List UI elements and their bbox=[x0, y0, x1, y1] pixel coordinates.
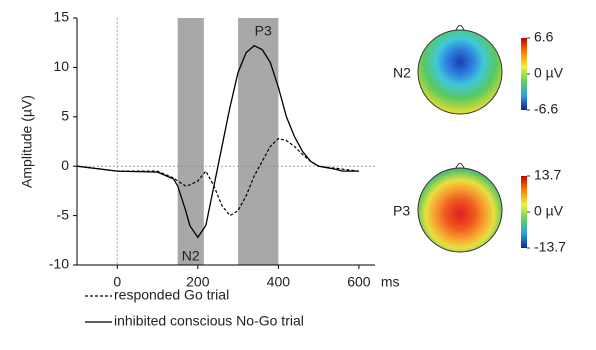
y-tick-label: -10 bbox=[49, 256, 69, 272]
topomap-label: P3 bbox=[393, 203, 410, 219]
y-tick-label: 5 bbox=[61, 108, 69, 124]
topomap bbox=[417, 167, 503, 253]
colorbar bbox=[521, 176, 527, 248]
colorbar-label: -6.6 bbox=[534, 101, 558, 117]
y-tick-label: -5 bbox=[57, 206, 70, 222]
series-line bbox=[76, 137, 359, 217]
topomap bbox=[417, 29, 503, 115]
colorbar-label: 0 µV bbox=[534, 203, 564, 219]
nose bbox=[455, 25, 465, 31]
x-tick-label: 0 bbox=[113, 274, 121, 290]
x-tick-label: 200 bbox=[186, 274, 210, 290]
x-axis-label: ms bbox=[381, 274, 400, 290]
colorbar bbox=[521, 38, 527, 110]
window bbox=[177, 18, 204, 265]
y-axis-label: Amplitude (µV) bbox=[19, 95, 35, 188]
series-line bbox=[76, 44, 359, 239]
legend-label: inhibited conscious No-Go trial bbox=[114, 313, 304, 329]
window bbox=[238, 18, 279, 265]
window-label: N2 bbox=[182, 248, 200, 264]
colorbar-label: 6.6 bbox=[534, 29, 554, 45]
legend-label: responded Go trial bbox=[114, 287, 229, 303]
y-tick-label: 15 bbox=[53, 9, 69, 25]
x-tick-label: 600 bbox=[347, 274, 371, 290]
colorbar-label: 0 µV bbox=[534, 65, 564, 81]
x-tick-label: 400 bbox=[267, 274, 291, 290]
window-label: P3 bbox=[255, 23, 272, 39]
colorbar-label: -13.7 bbox=[534, 239, 566, 255]
y-tick-label: 0 bbox=[61, 157, 69, 173]
nose bbox=[455, 163, 465, 169]
topomaps bbox=[417, 25, 527, 253]
topomap-label: N2 bbox=[393, 65, 411, 81]
y-tick-label: 10 bbox=[53, 58, 69, 74]
colorbar-label: 13.7 bbox=[534, 167, 561, 183]
